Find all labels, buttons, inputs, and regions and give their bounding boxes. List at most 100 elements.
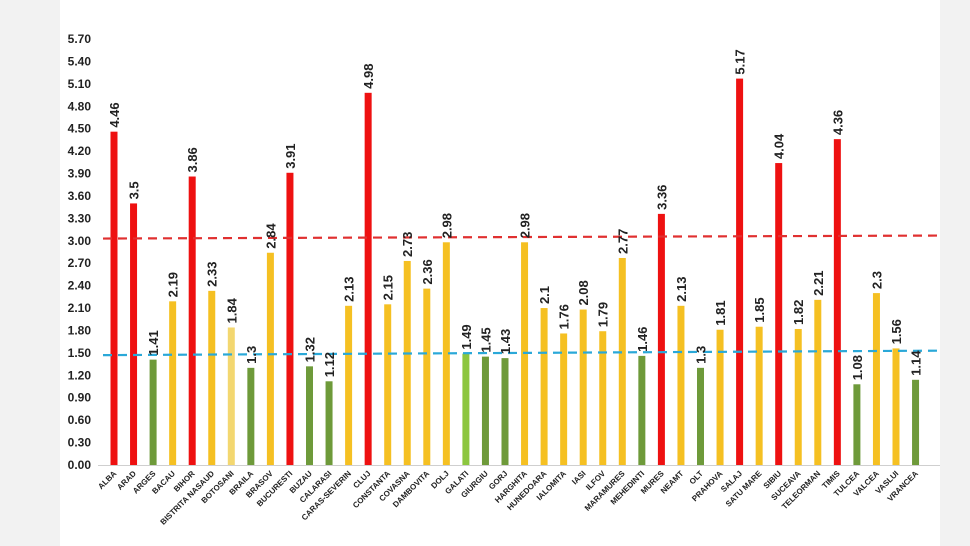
bar — [872, 293, 880, 465]
data-label: 3.36 — [654, 185, 669, 210]
bars — [110, 78, 920, 466]
data-label: 1.3 — [694, 346, 709, 364]
bar — [384, 304, 392, 465]
data-label: 1.41 — [146, 330, 161, 355]
bar — [442, 242, 450, 465]
data-label: 4.46 — [107, 102, 122, 127]
bar — [814, 299, 822, 465]
data-label: 4.04 — [772, 133, 787, 159]
y-tick-label: 3.90 — [68, 167, 92, 181]
data-label: 4.98 — [361, 63, 376, 88]
data-label: 2.98 — [518, 213, 533, 238]
reference-line — [102, 349, 940, 357]
bar — [130, 203, 138, 465]
bar — [697, 367, 704, 465]
data-label: 1.76 — [557, 304, 572, 329]
data-label: 2.19 — [166, 272, 181, 297]
bar — [775, 163, 783, 465]
category-label: ALBA — [96, 469, 118, 491]
bar — [208, 290, 216, 465]
y-tick-label: 5.10 — [68, 77, 92, 91]
y-tick-label: 4.80 — [68, 99, 92, 113]
bar — [833, 139, 841, 465]
bar — [403, 260, 411, 465]
bar — [657, 213, 665, 465]
data-label: 1.84 — [224, 297, 239, 323]
bar — [853, 384, 861, 465]
bar — [227, 327, 235, 465]
data-label: 3.86 — [185, 147, 200, 172]
data-label: 3.91 — [283, 143, 298, 168]
bar — [188, 176, 196, 465]
data-label: 2.84 — [263, 223, 278, 249]
bar — [462, 353, 470, 465]
bar — [599, 331, 607, 465]
y-tick-label: 3.30 — [68, 211, 92, 225]
data-label: 2.1 — [537, 286, 552, 304]
y-tick-label: 2.70 — [68, 256, 92, 270]
y-tick-label: 1.20 — [68, 368, 92, 382]
data-label: 2.13 — [674, 276, 689, 301]
data-label: 2.33 — [205, 262, 220, 287]
y-tick-label: 1.50 — [68, 346, 92, 360]
y-tick-label: 5.70 — [68, 32, 92, 46]
y-tick-label: 0.60 — [68, 413, 92, 427]
bar — [247, 367, 255, 465]
bar — [755, 326, 763, 465]
data-label: 1.46 — [635, 327, 650, 352]
data-label: 4.36 — [830, 110, 845, 135]
y-tick-label: 3.00 — [68, 234, 92, 248]
data-label: 2.36 — [420, 259, 435, 284]
reference-lines — [102, 234, 940, 357]
y-tick-label: 4.20 — [68, 144, 92, 158]
y-tick-label: 0.00 — [68, 458, 92, 472]
data-label: 2.15 — [381, 275, 396, 300]
bar — [481, 356, 489, 465]
data-label: 2.08 — [576, 280, 591, 305]
bar — [306, 366, 313, 465]
bar — [638, 355, 646, 465]
bar — [325, 381, 333, 465]
bar — [364, 92, 372, 466]
bar — [716, 329, 724, 465]
y-tick-label: 1.80 — [68, 323, 92, 337]
bar — [169, 301, 177, 465]
bar — [149, 359, 157, 465]
data-label: 1.79 — [596, 302, 611, 327]
data-label: 1.45 — [478, 327, 493, 352]
bar — [501, 358, 509, 465]
bar — [110, 131, 118, 465]
data-label: 5.17 — [733, 49, 748, 74]
y-tick-label: 5.40 — [68, 54, 92, 68]
y-tick-label: 0.30 — [68, 436, 92, 450]
bar — [286, 172, 294, 466]
data-labels: 4.46 3.5 1.41 2.19 3.86 2.33 1.84 1.3 2.84 3.91 1.… — [107, 49, 924, 380]
bar — [423, 288, 431, 465]
bar — [618, 257, 626, 465]
data-label: 2.21 — [811, 271, 826, 296]
data-label: 1.3 — [244, 346, 259, 364]
y-tick-label: 2.40 — [68, 279, 92, 293]
data-label: 3.5 — [127, 181, 142, 199]
data-label: 1.82 — [791, 300, 806, 325]
y-tick-label: 0.90 — [68, 391, 92, 405]
data-label: 1.56 — [889, 319, 904, 344]
data-label: 1.81 — [713, 300, 728, 325]
data-label: 1.49 — [459, 324, 474, 349]
data-label: 1.32 — [303, 337, 318, 362]
bar — [345, 305, 353, 465]
bar — [736, 78, 744, 465]
bar — [677, 305, 685, 465]
bar — [892, 348, 900, 465]
bar — [579, 309, 587, 465]
data-label: 2.13 — [342, 276, 357, 301]
reference-line — [102, 234, 940, 240]
data-label: 1.85 — [752, 297, 767, 322]
bar — [540, 308, 548, 465]
data-label: 2.77 — [615, 229, 630, 254]
data-label: 2.3 — [869, 271, 884, 289]
chart-panel: 0.00 0.30 0.60 0.90 1.20 1.50 1.80 2.10 2.40 2.70… — [60, 0, 940, 546]
bar — [560, 333, 568, 465]
bar — [794, 328, 802, 465]
data-label: 1.43 — [498, 329, 513, 354]
